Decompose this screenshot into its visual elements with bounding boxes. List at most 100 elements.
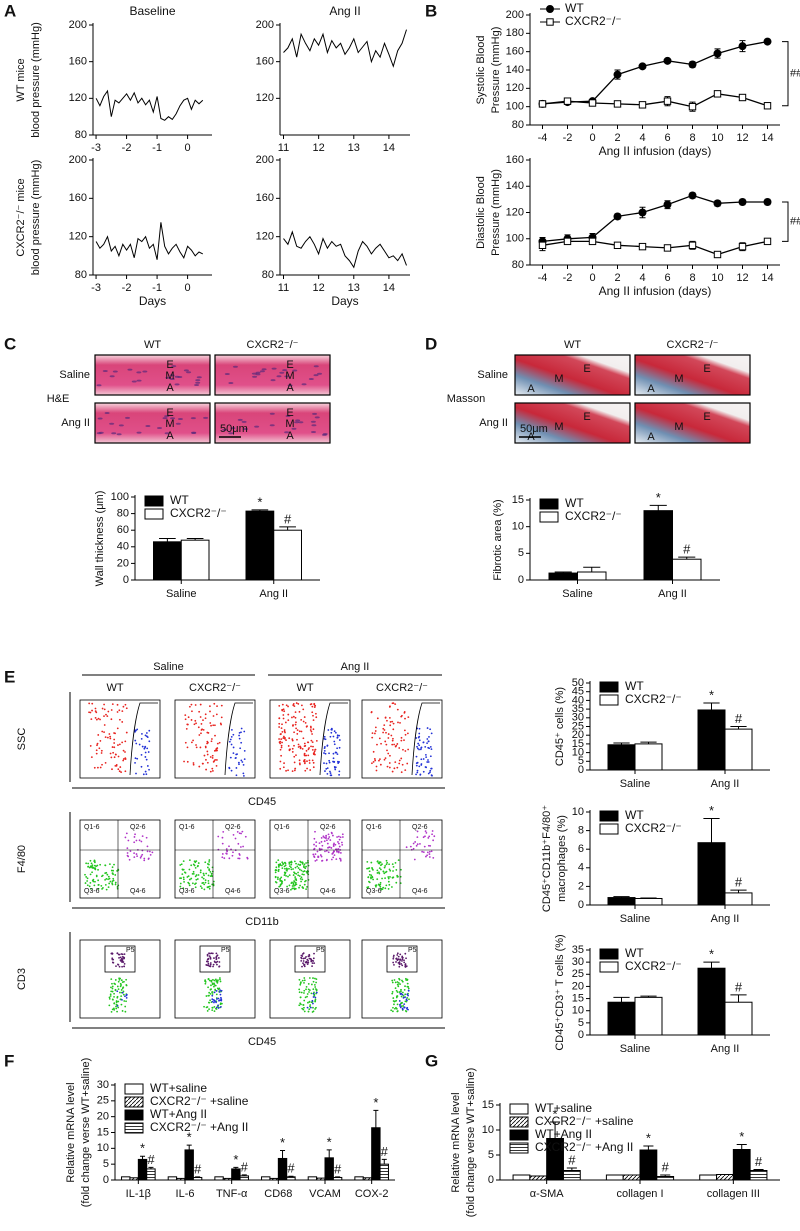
gate-label: Q3-6 <box>366 888 382 895</box>
event-dot <box>404 769 407 772</box>
event-dot <box>113 738 116 741</box>
event-dot <box>288 862 291 865</box>
event-dot <box>299 864 301 867</box>
marker <box>688 102 697 111</box>
event-dot <box>392 957 395 960</box>
event-dot <box>199 871 202 874</box>
event-dot <box>204 982 207 985</box>
event-dot <box>280 883 283 885</box>
event-dot <box>144 745 147 748</box>
event-dot <box>391 876 394 879</box>
event-dot <box>388 716 391 719</box>
event-dot <box>193 860 196 863</box>
event-dot <box>208 1008 210 1011</box>
event-dot <box>290 888 292 891</box>
event-dot <box>305 879 307 882</box>
event-dot <box>333 854 336 857</box>
layer-label: E <box>703 363 710 375</box>
y-axis-label: macrophages (%) <box>556 815 568 902</box>
bar <box>192 1176 203 1181</box>
bar <box>324 1157 334 1181</box>
event-dot <box>295 862 297 865</box>
error-bar <box>613 896 630 898</box>
x-tick-label: 2 <box>614 272 620 284</box>
event-dot <box>123 1000 126 1002</box>
event-dot <box>119 766 122 768</box>
event-dot <box>409 845 412 848</box>
event-dot <box>296 733 299 735</box>
event-dot <box>90 756 93 759</box>
nucleus <box>270 379 276 382</box>
event-dot <box>118 965 121 968</box>
event-dot <box>184 718 187 721</box>
error-bar <box>373 1109 379 1128</box>
event-dot <box>97 868 99 871</box>
event-dot <box>336 736 339 739</box>
layer-label: A <box>166 382 174 394</box>
event-dot <box>217 979 219 982</box>
event-dot <box>321 844 324 847</box>
marker <box>713 49 722 58</box>
event-dot <box>329 735 332 738</box>
event-dot <box>310 745 312 748</box>
event-dot <box>134 833 136 836</box>
event-dot <box>114 883 117 886</box>
event-dot <box>201 728 203 731</box>
bar <box>146 1168 156 1181</box>
y-axis-label: CXCR2⁻/⁻ mice <box>15 178 27 256</box>
event-dot <box>298 1004 301 1007</box>
event-dot <box>221 856 224 859</box>
event-dot <box>424 745 427 748</box>
event-dot <box>125 978 128 981</box>
event-dot <box>135 839 138 842</box>
flow-plot <box>79 699 161 779</box>
event-dot <box>106 736 109 739</box>
nucleus <box>111 432 117 435</box>
event-dot <box>303 992 305 994</box>
y-tick-label: 120 <box>506 206 524 218</box>
event-dot <box>210 979 213 982</box>
event-dot <box>299 860 302 863</box>
event-dot <box>124 995 126 998</box>
event-dot <box>297 703 300 705</box>
event-dot <box>238 734 241 737</box>
event-dot <box>101 763 103 766</box>
event-dot <box>205 960 208 963</box>
event-dot <box>213 960 216 963</box>
event-dot <box>325 767 328 770</box>
x-tick-label: IL-6 <box>176 1188 195 1200</box>
event-dot <box>302 865 305 867</box>
error-bar <box>241 1174 247 1176</box>
event-dot <box>222 830 225 833</box>
layer-label: E <box>583 411 590 423</box>
event-dot <box>283 874 286 877</box>
event-dot <box>391 770 394 773</box>
event-dot <box>310 730 313 733</box>
event-dot <box>89 859 92 862</box>
error-bar <box>335 1176 341 1178</box>
event-dot <box>428 856 431 858</box>
event-dot <box>111 952 114 955</box>
event-dot <box>383 866 386 869</box>
event-dot <box>97 883 100 886</box>
gate-line <box>129 702 158 776</box>
y-tick-label: 80 <box>512 119 524 131</box>
event-dot <box>401 958 404 961</box>
event-dot <box>206 753 209 756</box>
event-dot <box>415 773 417 776</box>
event-dot <box>400 1002 402 1005</box>
y-axis-label: (fold change verse WT+saline) <box>80 1058 92 1207</box>
y-tick-label: 5 <box>578 1017 584 1029</box>
event-dot <box>391 1010 394 1013</box>
event-dot <box>312 719 315 721</box>
x-tick-label: Saline <box>166 588 197 600</box>
x-tick-label: 10 <box>711 272 723 284</box>
event-dot <box>305 749 308 752</box>
event-dot <box>228 845 230 848</box>
event-dot <box>118 978 121 981</box>
event-dot <box>117 953 120 956</box>
event-dot <box>144 770 147 773</box>
marker <box>638 62 647 71</box>
error-bar <box>643 1145 654 1150</box>
event-dot <box>293 744 295 747</box>
